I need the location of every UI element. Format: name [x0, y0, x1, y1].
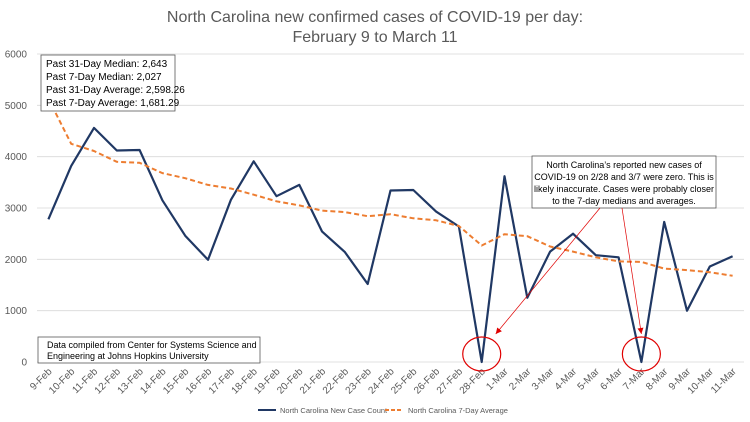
- annotation-arrows: [495, 207, 644, 335]
- y-tick-label: 3000: [5, 204, 28, 215]
- y-tick-label: 5000: [5, 101, 28, 112]
- x-tick-label: 3-Mar: [530, 366, 557, 393]
- legend: North Carolina New Case Count North Caro…: [258, 406, 508, 415]
- y-tick-label: 2000: [5, 255, 28, 266]
- y-axis-ticks: 0 1000 2000 3000 4000 5000 6000: [5, 50, 28, 369]
- annotation-line-1: North Carolina’s reported new cases of: [546, 160, 702, 170]
- x-tick-label: 4-Mar: [553, 366, 580, 393]
- y-tick-label: 1000: [5, 306, 28, 317]
- chart-title-line-2: February 9 to March 11: [292, 29, 457, 46]
- highlight-circle: [462, 336, 502, 372]
- stats-31-day-median: Past 31-Day Median: 2,643: [46, 59, 168, 70]
- series-lines: [47, 98, 734, 364]
- stats-7-day-median: Past 7-Day Median: 2,027: [46, 72, 162, 83]
- highlight-circles: [462, 336, 661, 372]
- x-tick-label: 6-Mar: [598, 366, 625, 393]
- annotation-line-2: COVID-19 on 2/28 and 3/7 were zero. This…: [534, 172, 714, 182]
- stats-box: Past 31-Day Median: 2,643 Past 7-Day Med…: [40, 54, 185, 112]
- x-axis-ticks: 9-Feb10-Feb11-Feb12-Feb13-Feb14-Feb15-Fe…: [28, 366, 739, 397]
- x-tick-label: 11-Mar: [709, 366, 739, 396]
- annotation-arrow-head: [495, 327, 502, 334]
- highlight-circle: [621, 336, 661, 372]
- source-note-line-2: Engineering at Johns Hopkins University: [47, 351, 209, 361]
- source-note-box: Data compiled from Center for Systems Sc…: [37, 336, 261, 364]
- chart-title-line-1: North Carolina new confirmed cases of CO…: [167, 9, 583, 26]
- stats-7-day-average: Past 7-Day Average: 1,681.29: [46, 98, 180, 109]
- x-tick-label: 5-Mar: [576, 366, 603, 393]
- y-tick-label: 0: [21, 358, 27, 369]
- source-note-line-1: Data compiled from Center for Systems Sc…: [47, 340, 257, 350]
- annotation-arrow-head: [637, 327, 644, 334]
- stats-31-day-average: Past 31-Day Average: 2,598.26: [46, 85, 185, 96]
- annotation-arrow-line: [621, 207, 642, 335]
- x-tick-label: 2-Mar: [507, 366, 534, 393]
- legend-label-7-day-average: North Carolina 7-Day Average: [408, 406, 508, 415]
- series-line-case-count: [47, 126, 734, 364]
- legend-label-case-count: North Carolina New Case Count: [280, 406, 388, 415]
- annotation-line-3: likely inaccurate. Cases were probably c…: [534, 184, 714, 194]
- annotation-line-4: to the 7-day medians and averages.: [552, 196, 696, 206]
- y-tick-label: 6000: [5, 50, 28, 61]
- annotation-box: North Carolina’s reported new cases of C…: [531, 155, 717, 209]
- series-line-7-day-average: [47, 98, 733, 277]
- annotation-arrow-line: [495, 207, 601, 335]
- y-tick-label: 4000: [5, 152, 28, 163]
